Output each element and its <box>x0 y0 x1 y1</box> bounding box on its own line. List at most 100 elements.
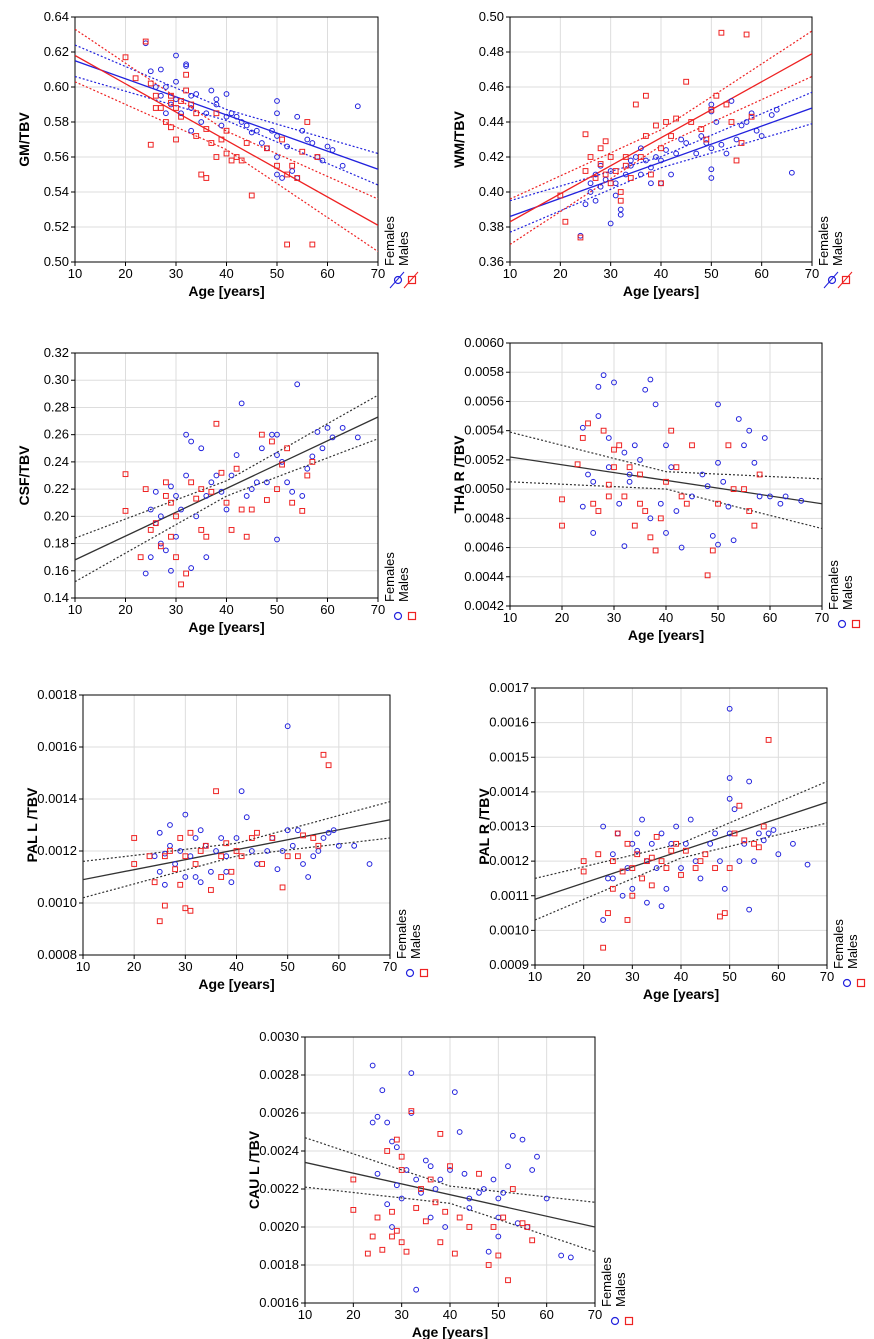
male-data-point <box>173 554 179 561</box>
male-data-point <box>602 171 609 178</box>
legend-females-label: Females <box>816 216 831 266</box>
female-data-point <box>788 169 795 176</box>
male-data-point <box>289 499 296 506</box>
female-data-point <box>600 372 607 379</box>
male-data-point <box>668 847 675 854</box>
female-data-point <box>168 567 174 574</box>
female-data-point <box>279 848 286 854</box>
male-data-point <box>624 917 631 923</box>
male-data-point <box>663 119 669 125</box>
female-data-point <box>299 493 306 499</box>
legend-males-marker <box>851 619 861 629</box>
y-tick-label: 0.48 <box>479 44 504 59</box>
male-data-point <box>432 1199 439 1206</box>
female-data-point <box>653 865 660 871</box>
legend-males-marker <box>407 275 417 285</box>
fit-lines <box>83 801 390 899</box>
female-data-point <box>741 442 747 449</box>
female-data-point <box>269 835 276 841</box>
male-data-point <box>721 910 728 916</box>
y-tick-label: 0.58 <box>44 114 69 129</box>
female-data-point <box>715 459 721 466</box>
y-axis-label: THA R /TBV <box>451 435 467 514</box>
female-data-point <box>427 1214 434 1221</box>
female-data-point <box>248 848 255 854</box>
female-data-point <box>637 145 644 152</box>
female-data-point <box>393 1182 400 1189</box>
male-data-point <box>582 168 589 174</box>
female-data-point <box>188 105 195 111</box>
female-data-point <box>233 113 240 120</box>
male-data-point <box>611 446 617 453</box>
male-data-point <box>168 92 174 99</box>
female-data-point <box>761 435 768 441</box>
y-tick-label: 0.20 <box>44 508 69 523</box>
female-data-point <box>590 478 597 485</box>
female-data-point <box>173 78 179 85</box>
x-tick-label: 20 <box>118 602 132 617</box>
x-axis-label: Age [years] <box>198 976 274 992</box>
pooled-confidence-band <box>83 837 390 899</box>
female-data-point <box>626 478 633 485</box>
y-axis-label: PAL L /TBV <box>24 787 40 862</box>
x-tick-label: 30 <box>394 1307 408 1322</box>
male-data-point <box>629 865 636 871</box>
male-data-point <box>152 92 159 99</box>
female-data-point <box>198 119 205 125</box>
female-data-point <box>543 1195 550 1202</box>
pooled-confidence-band <box>510 481 822 530</box>
female-data-point <box>152 488 159 495</box>
female-data-point <box>314 429 321 435</box>
y-tick-label: 0.0010 <box>37 895 77 910</box>
legend-females-marker <box>827 275 837 285</box>
male-data-point <box>259 861 265 867</box>
female-data-point <box>213 472 220 479</box>
female-data-point <box>657 500 664 507</box>
male-data-point <box>379 1246 386 1253</box>
female-data-point <box>709 532 716 539</box>
female-data-point <box>621 543 628 549</box>
female-data-point <box>427 1163 434 1170</box>
legend-males-label: Males <box>830 231 845 266</box>
female-data-point <box>456 1129 463 1135</box>
x-tick-label: 70 <box>371 602 385 617</box>
male-data-point <box>658 180 664 187</box>
males-regression-line <box>510 53 812 223</box>
female-data-point <box>228 110 235 117</box>
male-data-point <box>657 515 664 522</box>
female-data-point <box>197 879 204 886</box>
male-data-point <box>147 80 154 87</box>
pooled-confidence-band <box>83 801 390 862</box>
female-data-point <box>721 885 728 892</box>
male-data-point <box>163 493 169 499</box>
x-axis-label: Age [years] <box>188 619 264 635</box>
y-tick-label: 0.22 <box>44 481 69 496</box>
female-data-point <box>208 87 215 94</box>
male-data-point <box>178 98 184 104</box>
female-data-point <box>320 835 327 841</box>
female-data-point <box>693 150 700 157</box>
female-data-point <box>300 861 306 867</box>
male-data-point <box>688 119 695 125</box>
x-tick-label: 60 <box>763 610 777 625</box>
female-data-point <box>726 775 733 781</box>
male-data-point <box>152 520 159 527</box>
female-data-point <box>408 1070 415 1076</box>
legend-males-label: Males <box>408 924 423 959</box>
plot-frame <box>509 342 823 607</box>
male-data-point <box>592 175 599 181</box>
male-data-point <box>717 913 723 920</box>
female-data-point <box>294 381 301 388</box>
female-data-point <box>264 848 271 854</box>
female-data-point <box>728 98 735 104</box>
legend-females-marker <box>393 275 403 285</box>
male-data-point <box>389 1233 395 1240</box>
y-tick-label: 0.0012 <box>37 843 77 858</box>
female-data-point <box>156 868 163 875</box>
female-data-point <box>767 493 773 500</box>
male-data-point <box>683 500 690 507</box>
female-data-point <box>673 823 680 830</box>
female-data-point <box>612 180 619 187</box>
x-tick-label: 20 <box>553 266 567 281</box>
